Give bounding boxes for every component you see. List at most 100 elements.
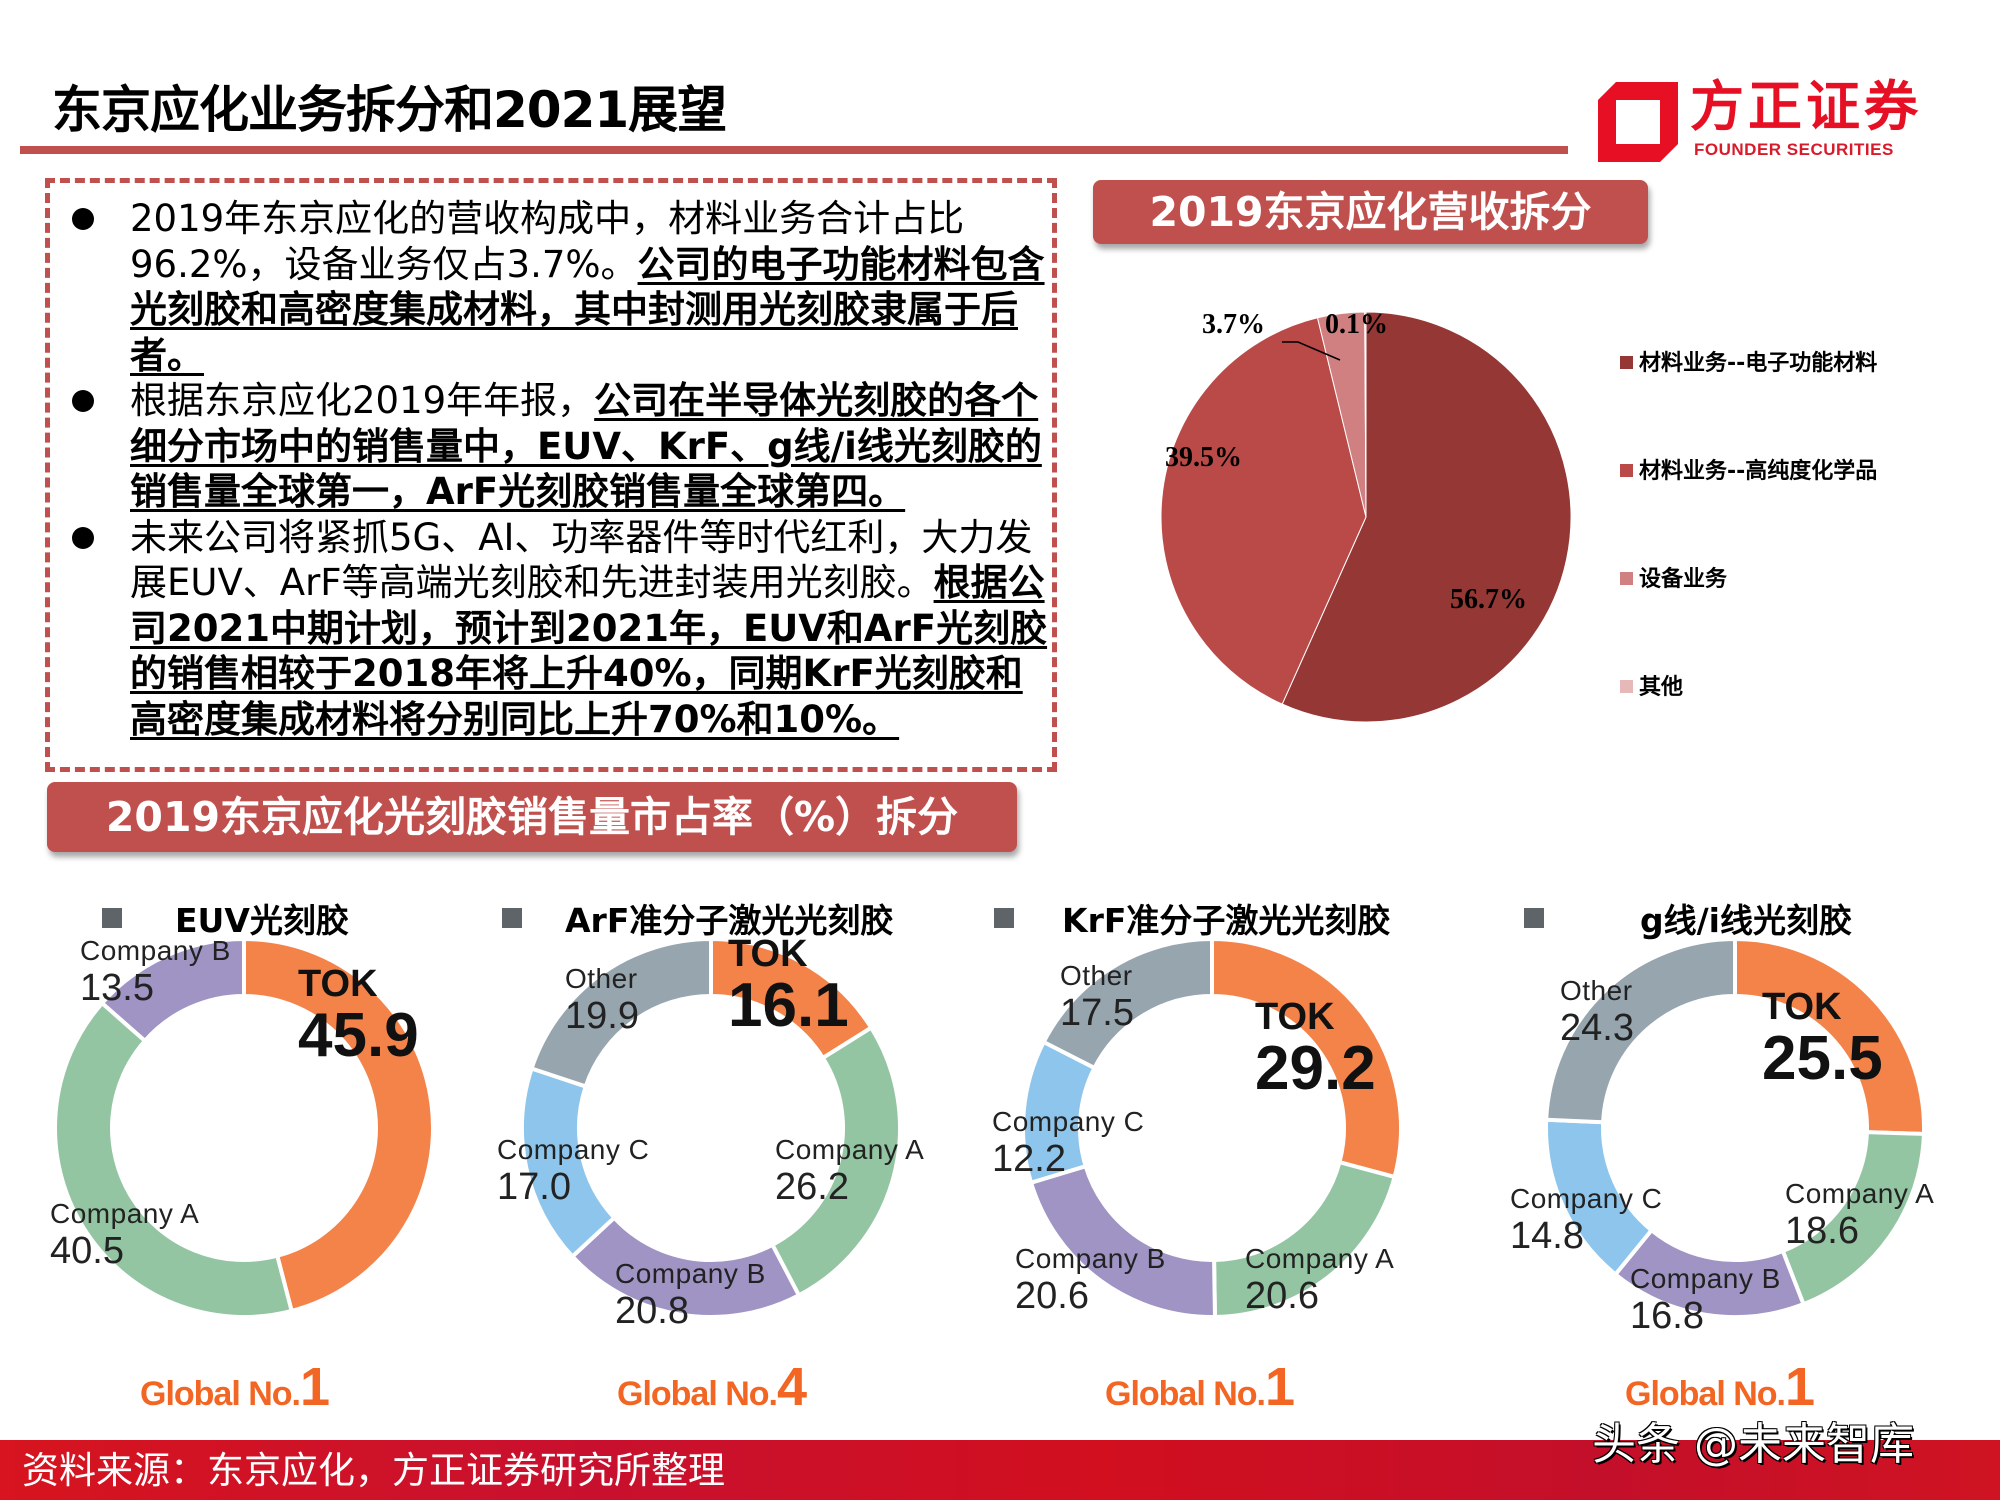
legend-square-icon — [102, 908, 122, 928]
segment-name: Company A — [50, 1198, 200, 1229]
segment-label: Company A 18.6 — [1785, 1178, 1935, 1251]
donut-segment — [769, 1024, 902, 1299]
segment-name: Company B — [1015, 1243, 1166, 1274]
pie-label: 39.5% — [1165, 442, 1242, 473]
segment-label: Company B 16.8 — [1630, 1263, 1781, 1337]
donut-title: g线/i线光刻胶 — [1640, 901, 1852, 940]
segment-value: 20.6 — [1015, 1275, 1089, 1317]
segment-name: Company A — [1245, 1243, 1395, 1274]
segment-name: Other — [1060, 960, 1133, 991]
bullet-text: 2019年东京应化的营收构成中，材料业务合计占比96.2%，设备业务仅占3.7%… — [130, 197, 965, 286]
source-note: 资料来源：东京应化，方正证券研究所整理 — [22, 1449, 725, 1492]
bullet-text: 根据东京应化2019年年报， — [130, 379, 595, 422]
bullet-text: 未来公司将紧抓5G、AI、功率器件等时代红利，大力发展EUV、ArF等高端光刻胶… — [130, 515, 1033, 605]
donut-title: ArF准分子激光光刻胶 — [565, 901, 894, 940]
segment-name: Company B — [615, 1258, 766, 1289]
segment-name: Company C — [497, 1134, 650, 1165]
segment-value: 24.3 — [1560, 1007, 1634, 1049]
donut-title: EUV光刻胶 — [175, 901, 349, 940]
legend-item: 设备业务 — [1620, 566, 1727, 594]
segment-value: 40.5 — [50, 1230, 124, 1272]
segment-label: Other 24.3 — [1560, 975, 1634, 1049]
segment-name: Company B — [80, 935, 231, 966]
segment-name: Other — [565, 963, 638, 994]
segment-name: TOK — [728, 933, 808, 975]
global-rank-label: Global No.4 — [617, 1360, 807, 1414]
segment-name: Company C — [992, 1106, 1145, 1137]
segment-label: Company C 14.8 — [1510, 1185, 1662, 1256]
donut-title: KrF准分子激光光刻胶 — [1062, 901, 1391, 940]
segment-value: 17.0 — [497, 1166, 571, 1208]
donut-euv: EUV光刻胶 TOK 45.9 Company A 40.5 Company B 13.5 G… — [40, 880, 520, 1440]
legend-square-icon — [1524, 908, 1544, 928]
bullet-icon — [72, 390, 94, 412]
segment-value: 17.5 — [1060, 992, 1134, 1034]
segment-name: Company A — [775, 1134, 925, 1165]
donut-chart — [520, 936, 902, 1319]
segment-name: Company B — [1630, 1263, 1781, 1294]
segment-value: 26.2 — [775, 1166, 849, 1208]
segment-label: Company C 17.0 — [497, 1134, 650, 1208]
segment-label: Other 17.5 — [1060, 960, 1134, 1034]
donut-segment — [99, 936, 246, 1044]
tok-share-label: TOK 25.5 — [1762, 988, 1883, 1090]
title-divider — [20, 146, 1568, 154]
segment-value: 16.8 — [1630, 1295, 1704, 1337]
pie-slice — [1364, 311, 1367, 518]
segment-name: Company A — [1785, 1178, 1935, 1209]
donut-segment — [53, 1000, 295, 1319]
page-title: 东京应化业务拆分和2021展望 — [52, 81, 727, 139]
legend-swatch-icon — [1620, 355, 1633, 369]
donut-segment — [1041, 936, 1214, 1071]
tok-share-label: TOK 16.1 — [728, 935, 849, 1037]
global-rank-label: Global No.1 — [1105, 1360, 1295, 1414]
bullet-highlight: 公司的电子功能材料包含光刻胶和高密度集成材料，其中封测用光刻胶隶属于后者。 — [130, 242, 1045, 377]
rank-text: Global No. — [1105, 1375, 1266, 1413]
legend-swatch-icon — [1620, 679, 1633, 693]
footer-bar — [0, 1440, 2000, 1500]
founder-securities-logo: 方正证券 FOUNDER SECURITIES — [1598, 76, 1938, 165]
pie-slice — [1160, 317, 1367, 705]
rank-number: 1 — [300, 1357, 331, 1417]
donut-arf: ArF准分子激光光刻胶 TOK 16.1 Company A 26.2 Company B… — [480, 880, 960, 1440]
segment-value: 20.8 — [615, 1290, 689, 1332]
pie-label: 0.1% — [1325, 309, 1388, 340]
pie-label: 3.7% — [1202, 309, 1265, 340]
legend-item: 其他 — [1620, 674, 1683, 702]
segment-label: Company A 26.2 — [775, 1134, 925, 1208]
bullet-icon — [72, 208, 94, 230]
bullet-highlight: 根据公司2021中期计划，预计到2021年，EUV和ArF光刻胶的销售相较于20… — [130, 561, 1048, 741]
segment-name: TOK — [1255, 996, 1335, 1038]
segment-name: TOK — [298, 963, 378, 1005]
segment-name: Other — [1560, 975, 1633, 1006]
watermark: 头条 @未来智库 — [1592, 1419, 1914, 1470]
segment-value: 19.9 — [565, 995, 639, 1037]
bullet-list: 2019年东京应化的营收构成中，材料业务合计占比96.2%，设备业务仅占3.7%… — [60, 196, 1050, 742]
legend-label: 材料业务--电子功能材料 — [1639, 351, 1878, 376]
share-section-title: 2019东京应化光刻胶销售量市占率（%）拆分 — [47, 782, 1017, 852]
rank-number: 4 — [777, 1357, 808, 1417]
legend-label: 其他 — [1639, 675, 1684, 700]
rank-text: Global No. — [617, 1375, 778, 1413]
revenue-pie-chart: 56.7% 39.5% 3.7% 0.1% — [1160, 309, 1572, 723]
legend-item: 材料业务--高纯度化学品 — [1620, 458, 1877, 486]
legend-swatch-icon — [1620, 571, 1633, 585]
founder-logo-icon — [1598, 82, 1678, 162]
logo-text-cn: 方正证券 — [1690, 75, 1922, 138]
segment-value: 45.9 — [298, 1001, 419, 1070]
legend-label: 设备业务 — [1639, 567, 1728, 592]
bullet-item: 未来公司将紧抓5G、AI、功率器件等时代红利，大力发展EUV、ArF等高端光刻胶… — [60, 515, 1050, 743]
donut-segment — [242, 936, 435, 1314]
segment-value: 13.5 — [80, 967, 154, 1009]
global-rank-label: Global No.1 — [140, 1360, 330, 1414]
legend-square-icon — [994, 908, 1014, 928]
segment-label: Company A 20.6 — [1245, 1243, 1395, 1316]
bullet-item: 2019年东京应化的营收构成中，材料业务合计占比96.2%，设备业务仅占3.7%… — [60, 196, 1050, 378]
pie-slice — [1281, 311, 1572, 723]
logo-text-en: FOUNDER SECURITIES — [1694, 140, 1894, 159]
legend-label: 材料业务--高纯度化学品 — [1639, 459, 1878, 484]
segment-label: Company C 12.2 — [992, 1106, 1145, 1179]
segment-label: Company B 20.8 — [615, 1258, 766, 1332]
donut-segment — [1544, 936, 1737, 1125]
leader-line — [1282, 341, 1341, 361]
